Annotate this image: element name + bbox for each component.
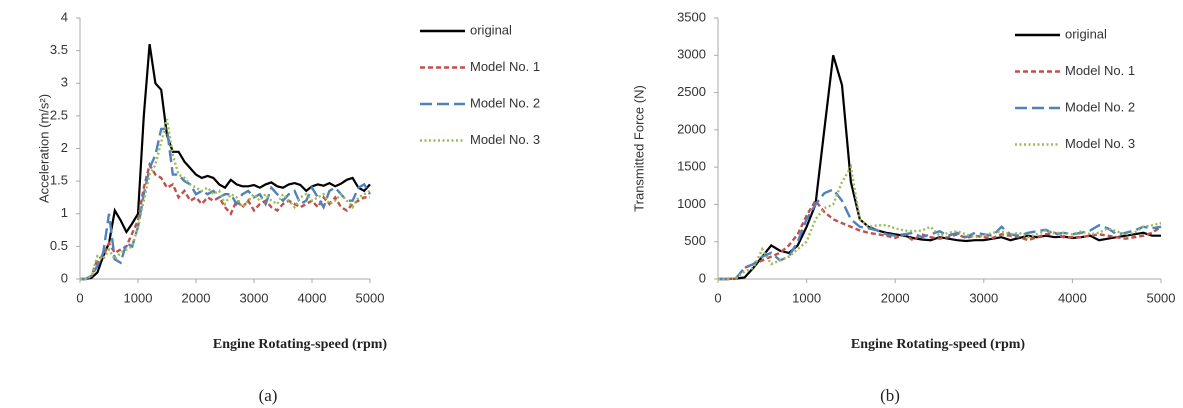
y-tick-label: 2000 — [677, 121, 706, 136]
x-axis-title: Engine Rotating-speed (rpm) — [851, 337, 1026, 352]
y-tick-label: 2 — [61, 140, 68, 155]
y-tick-label: 4 — [61, 9, 68, 24]
y-tick-label: 3 — [61, 75, 68, 90]
series-line — [718, 198, 1162, 281]
legend-label: Model No. 3 — [470, 132, 540, 147]
series-line — [80, 43, 371, 281]
y-tick-label: 2500 — [677, 84, 706, 99]
x-tick-label: 0 — [714, 290, 721, 305]
legend-label: Model No. 3 — [1065, 136, 1135, 151]
y-tick-label: 500 — [684, 233, 706, 248]
caption: (a) — [259, 386, 278, 405]
y-tick-label: 0 — [699, 270, 706, 285]
x-axis-title: Engine Rotating-speed (rpm) — [213, 337, 388, 352]
legend-label: original — [470, 22, 512, 37]
series-line — [718, 54, 1161, 281]
legend-label: Model No. 1 — [470, 59, 540, 74]
y-tick-label: 0.5 — [50, 238, 68, 253]
y-tick-label: 1500 — [677, 159, 706, 174]
legend-label: Model No. 2 — [470, 95, 540, 110]
y-tick-label: 1.5 — [50, 173, 68, 188]
series-line — [718, 163, 1162, 281]
x-tick-label: 2000 — [182, 290, 211, 305]
x-tick-label: 1000 — [792, 290, 821, 305]
y-axis-title: Transmitted Force (N) — [631, 85, 646, 212]
series-line — [718, 188, 1162, 281]
x-tick-label: 2000 — [881, 290, 910, 305]
series-line — [80, 127, 372, 281]
x-tick-label: 5000 — [1147, 290, 1176, 305]
legend-label: Model No. 1 — [1065, 63, 1135, 78]
x-tick-label: 3000 — [969, 290, 998, 305]
x-tick-label: 4000 — [1058, 290, 1087, 305]
caption: (b) — [880, 386, 900, 405]
y-tick-label: 3.5 — [50, 42, 68, 57]
series-line — [80, 161, 370, 281]
legend-label: original — [1065, 26, 1107, 41]
y-tick-label: 3500 — [677, 9, 706, 24]
y-tick-label: 0 — [61, 270, 68, 285]
y-axis-title: Acceleration (m/s²) — [36, 94, 51, 203]
y-tick-label: 1000 — [677, 196, 706, 211]
x-tick-label: 4000 — [298, 290, 327, 305]
x-tick-label: 0 — [76, 290, 83, 305]
y-tick-label: 2.5 — [50, 107, 68, 122]
x-tick-label: 3000 — [240, 290, 269, 305]
legend-label: Model No. 2 — [1065, 99, 1135, 114]
y-tick-label: 3000 — [677, 47, 706, 62]
x-tick-label: 1000 — [124, 290, 153, 305]
series-line — [80, 118, 371, 281]
x-tick-label: 5000 — [356, 290, 385, 305]
y-tick-label: 1 — [61, 205, 68, 220]
